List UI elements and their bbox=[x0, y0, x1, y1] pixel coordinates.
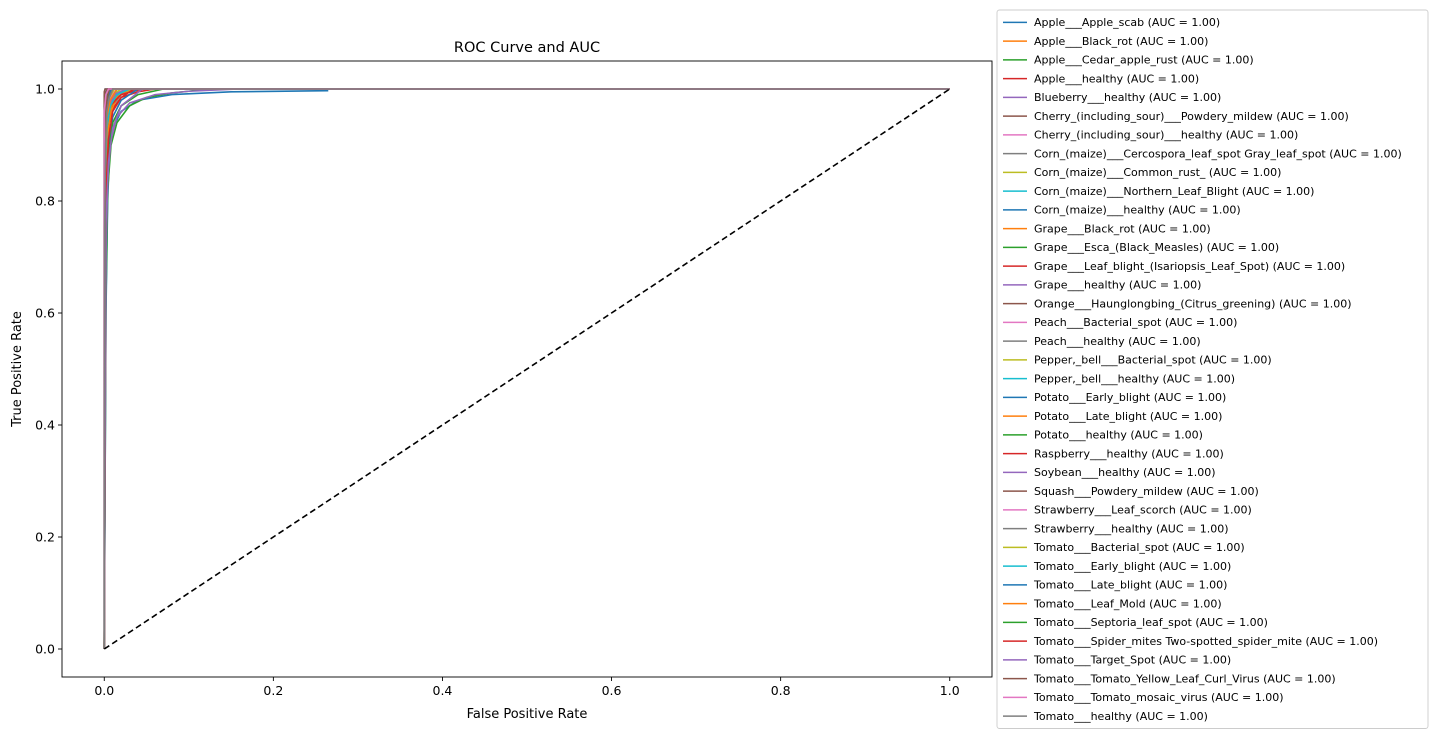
y-tick-label: 0.2 bbox=[35, 530, 55, 545]
y-tick-label: 1.0 bbox=[35, 82, 55, 97]
random-classifier-diagonal bbox=[103, 88, 951, 650]
legend-entry-label: Pepper,_bell___healthy (AUC = 1.00) bbox=[1034, 372, 1235, 385]
legend-entry-label: Potato___Early_blight (AUC = 1.00) bbox=[1034, 391, 1226, 404]
legend-entry-label: Grape___Esca_(Black_Measles) (AUC = 1.00… bbox=[1034, 241, 1279, 254]
legend-entry-label: Grape___healthy (AUC = 1.00) bbox=[1034, 279, 1201, 292]
legend-entry-label: Corn_(maize)___healthy (AUC = 1.00) bbox=[1034, 204, 1241, 217]
y-tick-label: 0.6 bbox=[35, 306, 55, 321]
legend-entry-label: Raspberry___healthy (AUC = 1.00) bbox=[1034, 447, 1224, 460]
x-tick-label: 0.4 bbox=[433, 683, 453, 698]
legend-entry-label: Tomato___Tomato_Yellow_Leaf_Curl_Virus (… bbox=[1033, 672, 1336, 685]
legend: Apple___Apple_scab (AUC = 1.00) Apple___B… bbox=[996, 9, 1429, 729]
x-tick-label: 0.6 bbox=[602, 683, 622, 698]
legend-entry-label: Apple___Apple_scab (AUC = 1.00) bbox=[1034, 16, 1220, 29]
legend-entry-label: Peach___healthy (AUC = 1.00) bbox=[1034, 335, 1201, 348]
x-tick-label: 0.0 bbox=[94, 683, 114, 698]
legend-entry-label: Tomato___Bacterial_spot (AUC = 1.00) bbox=[1033, 541, 1245, 554]
legend-entry-label: Peach___Bacterial_spot (AUC = 1.00) bbox=[1034, 316, 1237, 329]
y-tick-label: 0.0 bbox=[35, 642, 55, 657]
legend-entry-label: Tomato___Late_blight (AUC = 1.00) bbox=[1033, 579, 1227, 592]
legend-entry-label: Tomato___Septoria_leaf_spot (AUC = 1.00) bbox=[1033, 616, 1268, 629]
y-axis-label: True Positive Rate bbox=[10, 311, 25, 428]
legend-entry-label: Tomato___Leaf_Mold (AUC = 1.00) bbox=[1033, 597, 1222, 610]
legend-entry-label: Apple___healthy (AUC = 1.00) bbox=[1034, 72, 1199, 85]
legend-entry-label: Tomato___Tomato_mosaic_virus (AUC = 1.00… bbox=[1033, 691, 1284, 704]
legend-entry-label: Corn_(maize)___Northern_Leaf_Blight (AUC… bbox=[1034, 185, 1314, 198]
legend-entry-label: Grape___Leaf_blight_(Isariopsis_Leaf_Spo… bbox=[1034, 260, 1345, 273]
axes-frame bbox=[61, 60, 993, 678]
legend-entry-label: Blueberry___healthy (AUC = 1.00) bbox=[1034, 91, 1221, 104]
legend-entry-label: Tomato___Target_Spot (AUC = 1.00) bbox=[1033, 654, 1231, 667]
x-tick-label: 0.8 bbox=[771, 683, 791, 698]
legend-entry-label: Squash___Powdery_mildew (AUC = 1.00) bbox=[1034, 485, 1259, 498]
legend-entry-label: Potato___healthy (AUC = 1.00) bbox=[1034, 429, 1203, 442]
legend-entry-label: Tomato___Spider_mites Two-spotted_spider… bbox=[1033, 635, 1378, 648]
y-tick-label: 0.4 bbox=[35, 418, 55, 433]
x-axis-label: False Positive Rate bbox=[467, 707, 588, 722]
legend-entry-label: Corn_(maize)___Common_rust_ (AUC = 1.00) bbox=[1034, 166, 1281, 179]
legend-entry-label: Pepper,_bell___Bacterial_spot (AUC = 1.0… bbox=[1034, 354, 1272, 367]
axes: 0.0 0.2 0.4 0.6 0.8 1.0 0.0 0.2 0.4 0.6 0.8 1.0 bbox=[35, 60, 993, 698]
legend-entry-label: Strawberry___healthy (AUC = 1.00) bbox=[1034, 522, 1229, 535]
legend-entry-label: Potato___Late_blight (AUC = 1.00) bbox=[1034, 410, 1222, 423]
legend-entry-label: Corn_(maize)___Cercospora_leaf_spot Gray… bbox=[1034, 147, 1402, 160]
legend-entry-label: Cherry_(including_sour)___Powdery_mildew… bbox=[1034, 110, 1349, 123]
legend-entry-label: Grape___Black_rot (AUC = 1.00) bbox=[1034, 222, 1211, 235]
legend-entry-label: Apple___Cedar_apple_rust (AUC = 1.00) bbox=[1034, 54, 1254, 67]
roc-curve-series-38 bbox=[103, 88, 950, 650]
legend-entry-label: Strawberry___Leaf_scorch (AUC = 1.00) bbox=[1034, 504, 1252, 517]
chart-title: ROC Curve and AUC bbox=[454, 40, 600, 56]
legend-entry-label: Soybean___healthy (AUC = 1.00) bbox=[1034, 466, 1216, 479]
legend-entry-label: Orange___Haunglongbing_(Citrus_greening)… bbox=[1034, 297, 1352, 310]
legend-entry-label: Tomato___Early_blight (AUC = 1.00) bbox=[1033, 560, 1231, 573]
x-tick-label: 1.0 bbox=[940, 683, 960, 698]
legend-entry-label: Tomato___healthy (AUC = 1.00) bbox=[1033, 710, 1208, 723]
legend-box bbox=[996, 9, 1429, 729]
legend-entry-label: Cherry_(including_sour)___healthy (AUC =… bbox=[1034, 129, 1298, 142]
plot-area bbox=[103, 88, 951, 650]
x-tick-label: 0.2 bbox=[263, 683, 283, 698]
y-tick-label: 0.8 bbox=[35, 194, 55, 209]
legend-entry-label: Apple___Black_rot (AUC = 1.00) bbox=[1034, 35, 1208, 48]
